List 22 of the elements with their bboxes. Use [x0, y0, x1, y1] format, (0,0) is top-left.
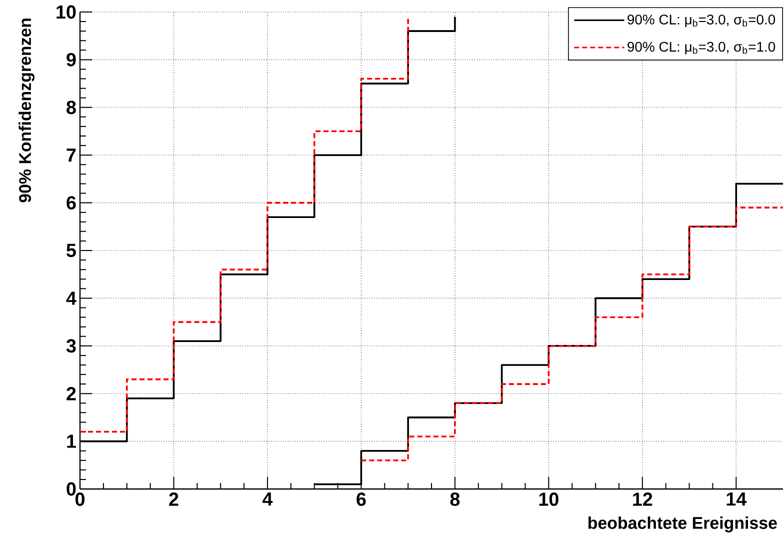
- y-tick-label: 4: [66, 292, 76, 305]
- y-tick-label: 0: [66, 482, 76, 496]
- y-tick-label: 6: [66, 196, 76, 210]
- y-tick-label: 10: [56, 5, 76, 19]
- x-tick-label: 8: [450, 492, 460, 506]
- y-tick-label: 3: [66, 339, 76, 353]
- x-tick-label: 6: [356, 492, 366, 506]
- y-tick-label: 7: [66, 148, 76, 162]
- y-tick-label: 5: [66, 244, 76, 258]
- legend-label: 90% CL: μ$_{b}$=3.0, σ$_{b}$=0.0: [628, 14, 776, 28]
- x-tick-label: 4: [262, 492, 273, 506]
- y-tick-label: 8: [66, 100, 76, 114]
- y-tick-label: 1: [67, 434, 76, 448]
- x-tick-label: 12: [633, 492, 652, 506]
- x-tick-label: 10: [539, 492, 558, 506]
- y-axis-title: 90% Konfidenzgrenzen: [18, 18, 34, 202]
- x-tick-label: 2: [169, 492, 178, 506]
- legend-label: 90% CL: μ$_{b}$=3.0, σ$_{b}$=1.0: [628, 42, 776, 54]
- y-tick-label: 2: [66, 386, 76, 400]
- x-tick-label: 14: [726, 492, 747, 506]
- x-axis-title: beobachtete Ereignisse: [588, 516, 777, 532]
- y-tick-label: 9: [66, 52, 76, 66]
